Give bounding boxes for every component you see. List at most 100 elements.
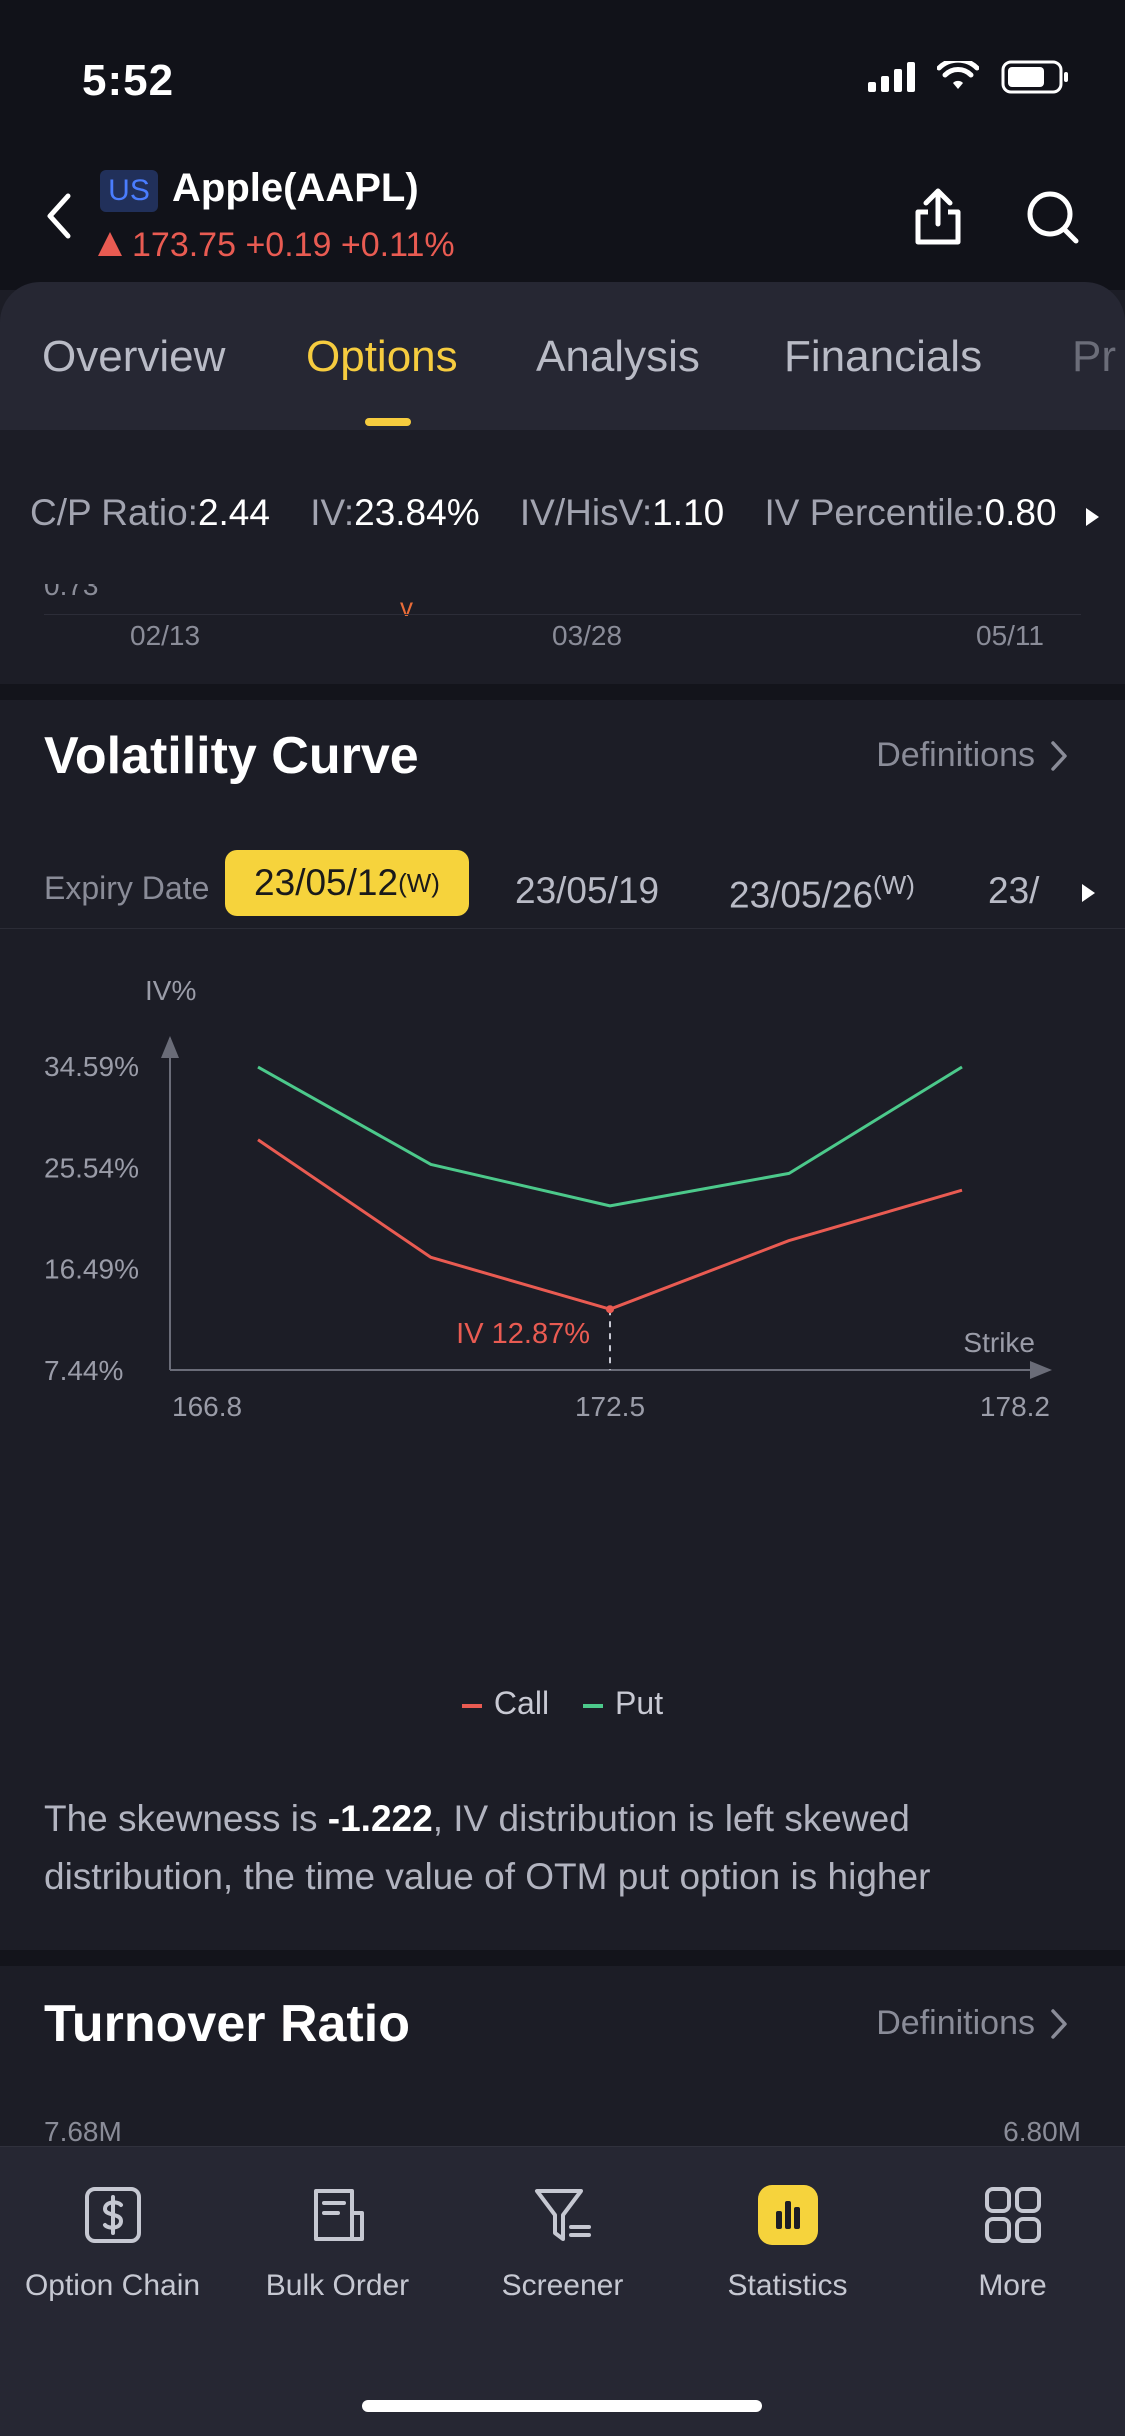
- x-tick-label: 166.8: [172, 1391, 242, 1422]
- turnover-definitions-link[interactable]: Definitions: [876, 2004, 1069, 2043]
- expiry-chip[interactable]: 23/05/19: [515, 870, 659, 912]
- stock-header: US Apple(AAPL) 173.75 +0.19 +0.11%: [0, 150, 1125, 290]
- skew-value: -1.222: [327, 1798, 433, 1839]
- y-tick-label: 34.59%: [44, 1051, 139, 1082]
- volatility-curve-title: Volatility Curve: [44, 727, 419, 785]
- expiry-chip-date: 23/05/26: [729, 874, 874, 916]
- legend-call-swatch: [461, 1703, 482, 1708]
- legend-call: Call: [461, 1685, 550, 1722]
- turnover-axis-label-right: 6.80M: [1003, 2116, 1081, 2146]
- quote-text: 173.75 +0.19 +0.11%: [132, 226, 455, 264]
- section-divider: [0, 1950, 1125, 1966]
- option-metrics: C/P Ratio:2.44 IV:23.84% IV/HisV:1.10 IV…: [0, 440, 1125, 584]
- annotation-marker: [606, 1305, 614, 1314]
- iv-history-chart: 0.73 v 02/13 03/28 05/11: [0, 584, 1125, 680]
- turnover-ratio-title: Turnover Ratio: [44, 1995, 410, 2053]
- bar-chart-icon: [757, 2185, 818, 2245]
- iv-history-date: 02/13: [130, 620, 201, 651]
- grid-icon: [984, 2187, 1041, 2243]
- tab-analysis[interactable]: Analysis: [536, 332, 700, 381]
- up-triangle-icon: [98, 232, 122, 256]
- share-icon[interactable]: [910, 186, 966, 248]
- nav-statistics[interactable]: Statistics: [675, 2183, 900, 2303]
- iv-history-baseline: [44, 614, 1081, 615]
- tab-overview[interactable]: Overview: [42, 332, 226, 381]
- volatility-curve-chart: IV% Strike 34.59% 25.54% 16.49% 7.44% 166.8 172…: [44, 975, 1052, 1422]
- x-axis-title: Strike: [963, 1327, 1035, 1358]
- expiry-date-selector: Expiry Date 23/05/12 (W) 23/05/19 23/05/2…: [0, 850, 1125, 930]
- iv-value: 23.84%: [354, 492, 480, 533]
- chart-legend: Call Put: [0, 1685, 1125, 1722]
- stock-name: Apple(AAPL): [172, 166, 419, 210]
- iv-history-date: 05/11: [976, 620, 1044, 651]
- turnover-ratio-section: Turnover Ratio Definitions 7.68M 6.80M: [0, 1966, 1125, 2146]
- expiry-chip-tag: (W): [873, 870, 915, 900]
- expiry-chip-date: 23/05/19: [515, 870, 660, 911]
- home-indicator: [362, 2400, 762, 2412]
- expiry-chip-selected[interactable]: 23/05/12 (W): [225, 850, 469, 916]
- tab-options[interactable]: Options: [306, 332, 458, 381]
- y-axis-title: IV%: [145, 975, 196, 1006]
- series-line-put: [257, 1065, 963, 1208]
- iv-history-marker-icon: v: [400, 592, 413, 622]
- chevron-right-icon: [1051, 740, 1067, 771]
- iv-hisv-label: IV/HisV:: [519, 492, 653, 533]
- y-tick-label: 16.49%: [44, 1254, 139, 1285]
- nav-label: More: [978, 2269, 1047, 2302]
- skewness-description: The skewness is -1.222, IV distribution …: [44, 1790, 1084, 1906]
- section-divider: [0, 684, 1125, 700]
- legend-put-label: Put: [615, 1685, 664, 1721]
- expiry-chip-tag: (W): [398, 867, 440, 898]
- legend-call-label: Call: [493, 1685, 550, 1721]
- definitions-label: Definitions: [876, 736, 1035, 774]
- x-axis-arrow-icon: [1030, 1361, 1052, 1379]
- status-time: 5:52: [82, 56, 175, 105]
- turnover-axis-label-left: 7.68M: [44, 2116, 122, 2146]
- iv-history-axis-label: 0.73: [44, 584, 99, 601]
- expiry-chip-date: 23/05/12: [254, 862, 399, 903]
- nav-more[interactable]: More: [900, 2183, 1125, 2303]
- metric-row: C/P Ratio:2.44 IV:23.84% IV/HisV:1.10 IV…: [30, 492, 1070, 534]
- iv-label: IV:: [310, 492, 355, 533]
- metrics-scroll-arrow-icon[interactable]: [1086, 508, 1099, 526]
- series-line-call: [257, 1138, 963, 1311]
- annotation-label: IV 12.87%: [456, 1318, 590, 1350]
- y-axis-arrow-icon: [161, 1036, 179, 1058]
- tab-financials[interactable]: Financials: [784, 332, 983, 381]
- expiry-chip[interactable]: 23/: [988, 870, 1039, 912]
- expiry-chip[interactable]: 23/05/26(W): [729, 870, 915, 916]
- chevron-right-icon: [1051, 2008, 1067, 2039]
- nav-option-chain[interactable]: Option Chain: [0, 2183, 225, 2303]
- search-icon[interactable]: [1024, 186, 1082, 248]
- tab-more-truncated[interactable]: Pr: [1072, 332, 1116, 381]
- nav-label: Option Chain: [24, 2269, 201, 2302]
- back-arrow-icon[interactable]: [40, 188, 76, 244]
- signal-icon: [868, 62, 915, 92]
- wifi-icon: [937, 61, 979, 89]
- iv-history-date: 03/28: [552, 620, 623, 651]
- cp-ratio-label: C/P Ratio:: [30, 492, 198, 533]
- nav-bulk-order[interactable]: Bulk Order: [225, 2183, 450, 2303]
- iv-percentile-label: IV Percentile:: [764, 492, 985, 533]
- market-badge: US: [100, 170, 158, 212]
- skew-prefix: The skewness is: [44, 1798, 328, 1839]
- nav-label: Screener: [501, 2269, 624, 2302]
- divider: [0, 928, 1125, 929]
- nav-label: Statistics: [727, 2269, 848, 2302]
- volatility-definitions-link[interactable]: Definitions: [876, 736, 1069, 775]
- dollar-icon: [84, 2187, 141, 2243]
- filter-icon: [534, 2189, 591, 2241]
- battery-icon: [1001, 60, 1068, 94]
- stock-quote: 173.75 +0.19 +0.11%: [98, 226, 455, 265]
- iv-hisv-value: 1.10: [652, 492, 725, 533]
- expiry-scroll-arrow-icon[interactable]: [1082, 884, 1095, 902]
- nav-label: Bulk Order: [265, 2269, 410, 2302]
- document-icon: [313, 2189, 364, 2241]
- legend-put: Put: [583, 1685, 663, 1722]
- x-tick-label: 172.5: [575, 1391, 645, 1422]
- cp-ratio-value: 2.44: [197, 492, 270, 533]
- nav-screener[interactable]: Screener: [450, 2183, 675, 2303]
- definitions-label: Definitions: [876, 2004, 1035, 2042]
- active-tab-indicator: [365, 418, 411, 426]
- volatility-curve-section: Volatility Curve Definitions Expiry Date…: [0, 700, 1125, 1950]
